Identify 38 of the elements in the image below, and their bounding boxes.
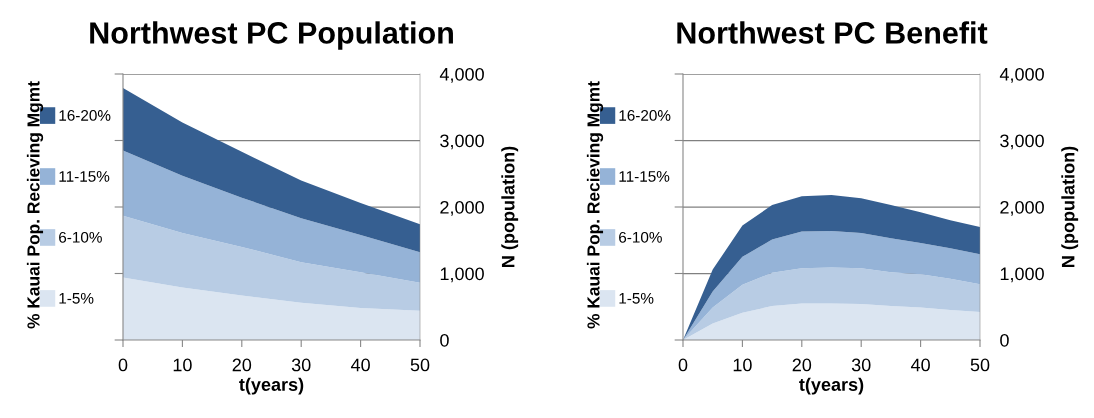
x-tick-label: 30 xyxy=(291,358,311,372)
x-axis-title: t(years) xyxy=(239,377,304,395)
legend-label: 11-15% xyxy=(59,171,110,182)
y-tick-label: 4,000 xyxy=(439,67,484,83)
x-tick-label: 20 xyxy=(792,358,812,372)
x-tick-label: 50 xyxy=(410,358,430,372)
x-tick-label: 40 xyxy=(350,358,370,372)
legend-label: 6-10% xyxy=(619,231,662,243)
legend-label: 16-20% xyxy=(619,110,671,121)
chart-title: Northwest PC Population xyxy=(90,21,453,50)
legend-label: 1-5% xyxy=(59,292,94,304)
x-tick-label: 20 xyxy=(232,358,252,372)
y-tick-label: 2,000 xyxy=(440,200,484,216)
y-axis-title: N (population) xyxy=(501,146,519,267)
legend-label: 6-10% xyxy=(59,231,102,243)
y-tick-label: 0 xyxy=(1000,333,1009,347)
y-tick-label: 2,000 xyxy=(1000,200,1044,216)
x-tick-label: 10 xyxy=(173,358,192,372)
legend-title: % Kauai Pop. Recieving Mgmt xyxy=(26,81,44,329)
x-tick-label: 40 xyxy=(910,358,930,372)
x-tick-label: 0 xyxy=(118,358,128,372)
y-tick-label: 3,000 xyxy=(440,134,484,150)
y-axis-title: N (population) xyxy=(1061,146,1079,267)
x-tick-label: 0 xyxy=(678,358,688,372)
x-tick-label: 10 xyxy=(733,358,752,372)
legend-label: 16-20% xyxy=(59,110,111,121)
x-axis-title: t(years) xyxy=(799,377,864,395)
legend-label: 11-15% xyxy=(619,171,670,182)
legend-label: 1-5% xyxy=(619,292,654,304)
x-tick-label: 50 xyxy=(970,358,990,372)
y-tick-label: 4,000 xyxy=(999,67,1044,83)
chart-title: Northwest PC Benefit xyxy=(677,21,988,44)
y-tick-label: 1,000 xyxy=(1000,267,1044,283)
x-tick-label: 30 xyxy=(851,358,871,372)
y-tick-label: 0 xyxy=(440,333,449,347)
legend-title: % Kauai Pop. Recieving Mgmt xyxy=(586,81,604,329)
y-tick-label: 3,000 xyxy=(1000,134,1044,150)
y-tick-label: 1,000 xyxy=(440,267,484,283)
